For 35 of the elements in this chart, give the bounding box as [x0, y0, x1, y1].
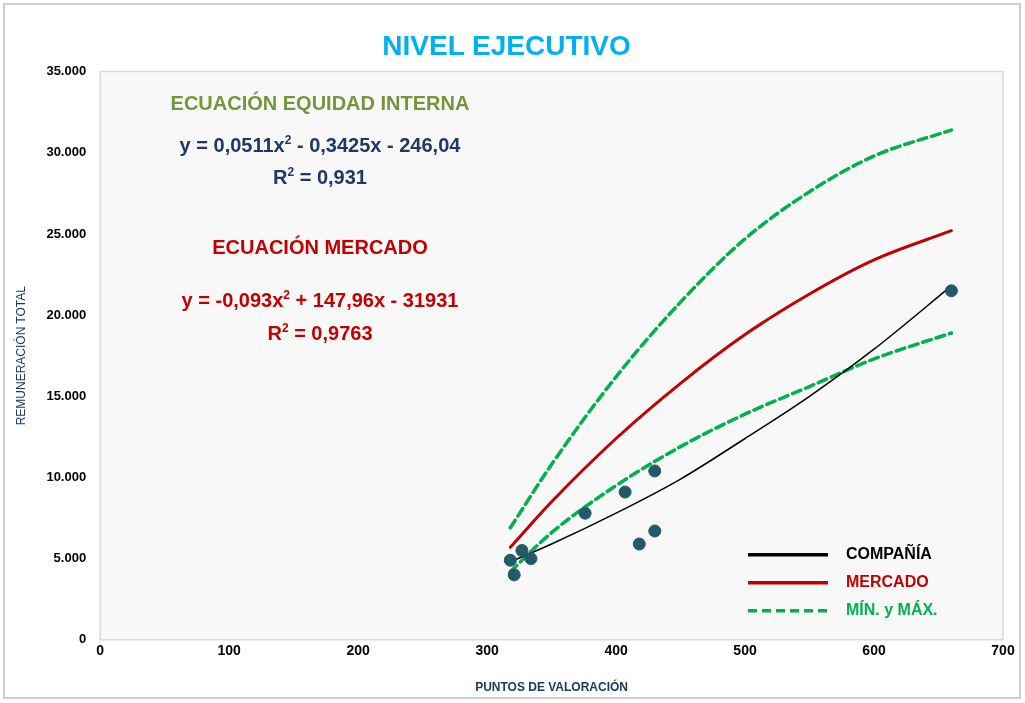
point: [507, 568, 521, 582]
y-tick-label: 15.000: [46, 387, 87, 403]
y-axis-title: REMUNERACIÓN TOTAL: [12, 285, 28, 426]
x-tick-label: 500: [733, 642, 757, 659]
chart-title: NIVEL EJECUTIVO: [382, 29, 631, 61]
point: [648, 524, 662, 538]
x-tick-label: 0: [96, 642, 105, 659]
y-tick-label: 30.000: [46, 144, 87, 160]
x-tick-label: 700: [991, 642, 1015, 659]
legend-label: COMPAÑÍA: [846, 543, 933, 563]
x-tick-label: 600: [862, 642, 886, 659]
annotation: ECUACIÓN EQUIDAD INTERNA: [170, 91, 470, 114]
x-tick-label: 300: [475, 642, 499, 659]
legend-label: MERCADO: [846, 573, 929, 591]
point: [648, 464, 662, 478]
point: [515, 544, 529, 558]
y-tick-label: 25.000: [46, 225, 87, 241]
point: [618, 485, 632, 499]
point: [503, 553, 517, 567]
annotation: ECUACIÓN MERCADO: [212, 235, 428, 258]
legend-label: MÍN. y MÁX.: [846, 600, 938, 619]
point: [524, 552, 538, 566]
point: [578, 506, 592, 520]
point: [944, 284, 958, 298]
x-axis-title: PUNTOS DE VALORACIÓN: [475, 679, 629, 695]
y-tick-label: 35.000: [46, 63, 87, 79]
y-tick-label: 5.000: [53, 550, 87, 566]
y-tick-label: 0: [78, 631, 87, 647]
x-tick-label: 100: [217, 642, 242, 659]
point: [632, 537, 646, 551]
x-tick-label: 200: [346, 642, 371, 659]
y-tick-label: 20.000: [46, 306, 87, 322]
x-tick-label: 400: [604, 642, 628, 659]
y-tick-label: 10.000: [46, 469, 87, 485]
line-series: [508, 128, 954, 530]
